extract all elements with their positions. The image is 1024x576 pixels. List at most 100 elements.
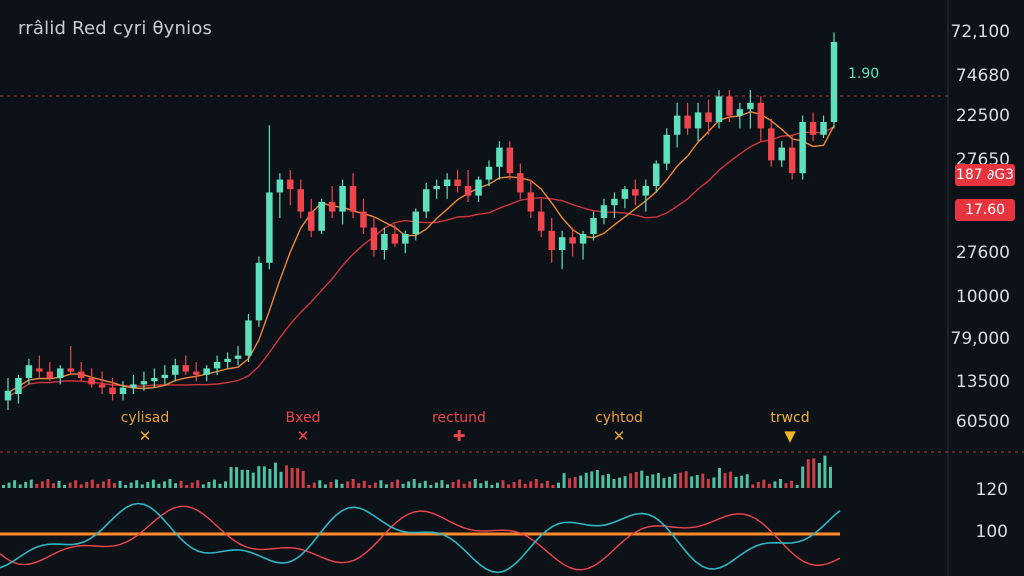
plus-icon: ✚ <box>452 427 466 445</box>
candle-body <box>611 198 618 206</box>
volume-bar <box>318 480 322 488</box>
candle-body <box>663 134 670 164</box>
candle-body <box>422 189 430 212</box>
volume-bar <box>107 479 111 488</box>
volume-bar <box>662 478 666 488</box>
candle-body <box>15 378 22 394</box>
volume-bar <box>557 482 560 488</box>
oscillator-signal-line <box>0 505 841 571</box>
signal-marker: cyhtod ✕ <box>595 410 643 445</box>
volume-bar <box>534 479 538 488</box>
volume-bar <box>545 480 549 488</box>
volume-bar <box>146 482 150 488</box>
volume-bar <box>312 482 316 488</box>
volume-bar <box>690 476 694 488</box>
volume-bar <box>362 480 366 488</box>
volume-bar <box>162 481 166 488</box>
volume-bar <box>113 483 116 488</box>
indicator-axis-label: 100 <box>975 522 1008 542</box>
volume-bar <box>495 482 499 488</box>
volume-bar <box>457 479 461 488</box>
candle-body <box>694 112 702 129</box>
volume-bar <box>262 466 266 488</box>
volume-bar <box>118 480 122 488</box>
candle-body <box>579 234 587 244</box>
volume-bar <box>784 483 788 488</box>
volume-bar <box>584 472 588 488</box>
volume-bar <box>828 466 832 488</box>
volume-bar <box>679 472 683 488</box>
volume-bar <box>185 485 189 488</box>
candle-body <box>297 189 305 212</box>
candle-body <box>736 109 744 116</box>
volume-bar <box>201 484 205 488</box>
volume-bar <box>484 480 488 488</box>
volume-bar <box>207 482 211 488</box>
volume-bar <box>290 468 294 488</box>
chart-title: rrâlid Red cyri θynios <box>18 18 213 39</box>
candle-body <box>506 147 514 174</box>
volume-bar <box>212 479 216 488</box>
candle-body <box>443 179 451 186</box>
candle-body <box>287 179 294 190</box>
volume-bar <box>640 470 644 488</box>
volume-bar <box>806 459 810 488</box>
signal-marker: cylisad ✕ <box>121 410 170 445</box>
candle-body <box>632 189 639 196</box>
volume-bar <box>157 483 161 488</box>
candle-body <box>25 365 33 378</box>
volume-bar <box>634 472 638 488</box>
volume-bar <box>390 482 394 488</box>
volume-bar <box>468 481 472 488</box>
volume-bar <box>96 483 100 488</box>
volume-bar <box>668 476 671 488</box>
volume-bar <box>74 480 78 488</box>
volume-bar <box>717 468 721 488</box>
volume-bar <box>540 483 544 488</box>
candle-body <box>4 390 12 401</box>
signal-marker: rectund ✚ <box>432 410 486 445</box>
volume-bar <box>224 481 227 488</box>
volume-bar <box>268 469 272 488</box>
volume-bar <box>29 479 33 488</box>
volume-bar <box>285 465 289 488</box>
volume-bar <box>790 480 794 488</box>
volume-bar <box>740 475 744 488</box>
volume-bar <box>562 473 566 488</box>
volume-bar <box>346 481 350 488</box>
price-axis-label: 72,100 <box>950 22 1010 42</box>
candle-body <box>496 147 503 167</box>
volume-bar <box>323 484 327 488</box>
volume-bar <box>335 479 338 488</box>
volume-bar <box>246 470 250 488</box>
volume-bar <box>63 485 67 488</box>
candle-body <box>642 186 650 196</box>
candle-body <box>537 211 545 231</box>
volume-bar <box>767 483 771 488</box>
volume-bar <box>762 479 766 488</box>
candle-body <box>726 96 733 116</box>
price-axis-label: 60500 <box>955 412 1010 432</box>
volume-bar <box>24 482 28 488</box>
volume-bar <box>18 484 22 488</box>
volume-bar <box>423 480 427 488</box>
volume-bar <box>351 479 355 488</box>
price-axis-label: 22500 <box>955 106 1010 126</box>
volume-bar <box>196 480 200 488</box>
candle-body <box>182 365 189 372</box>
candle-body <box>203 368 210 375</box>
volume-bar <box>257 466 261 488</box>
candle-body <box>527 192 535 212</box>
volume-bar <box>501 480 505 488</box>
candle-body <box>98 384 106 388</box>
volume-bar <box>7 482 11 488</box>
volume-bar <box>35 483 39 488</box>
volume-bar <box>79 484 83 488</box>
candle-body <box>151 378 158 382</box>
volume-bar <box>817 463 821 488</box>
candle-body <box>234 355 242 359</box>
volume-bar <box>68 482 72 488</box>
candle-body <box>809 122 817 135</box>
price-axis-label: 10000 <box>955 287 1010 307</box>
